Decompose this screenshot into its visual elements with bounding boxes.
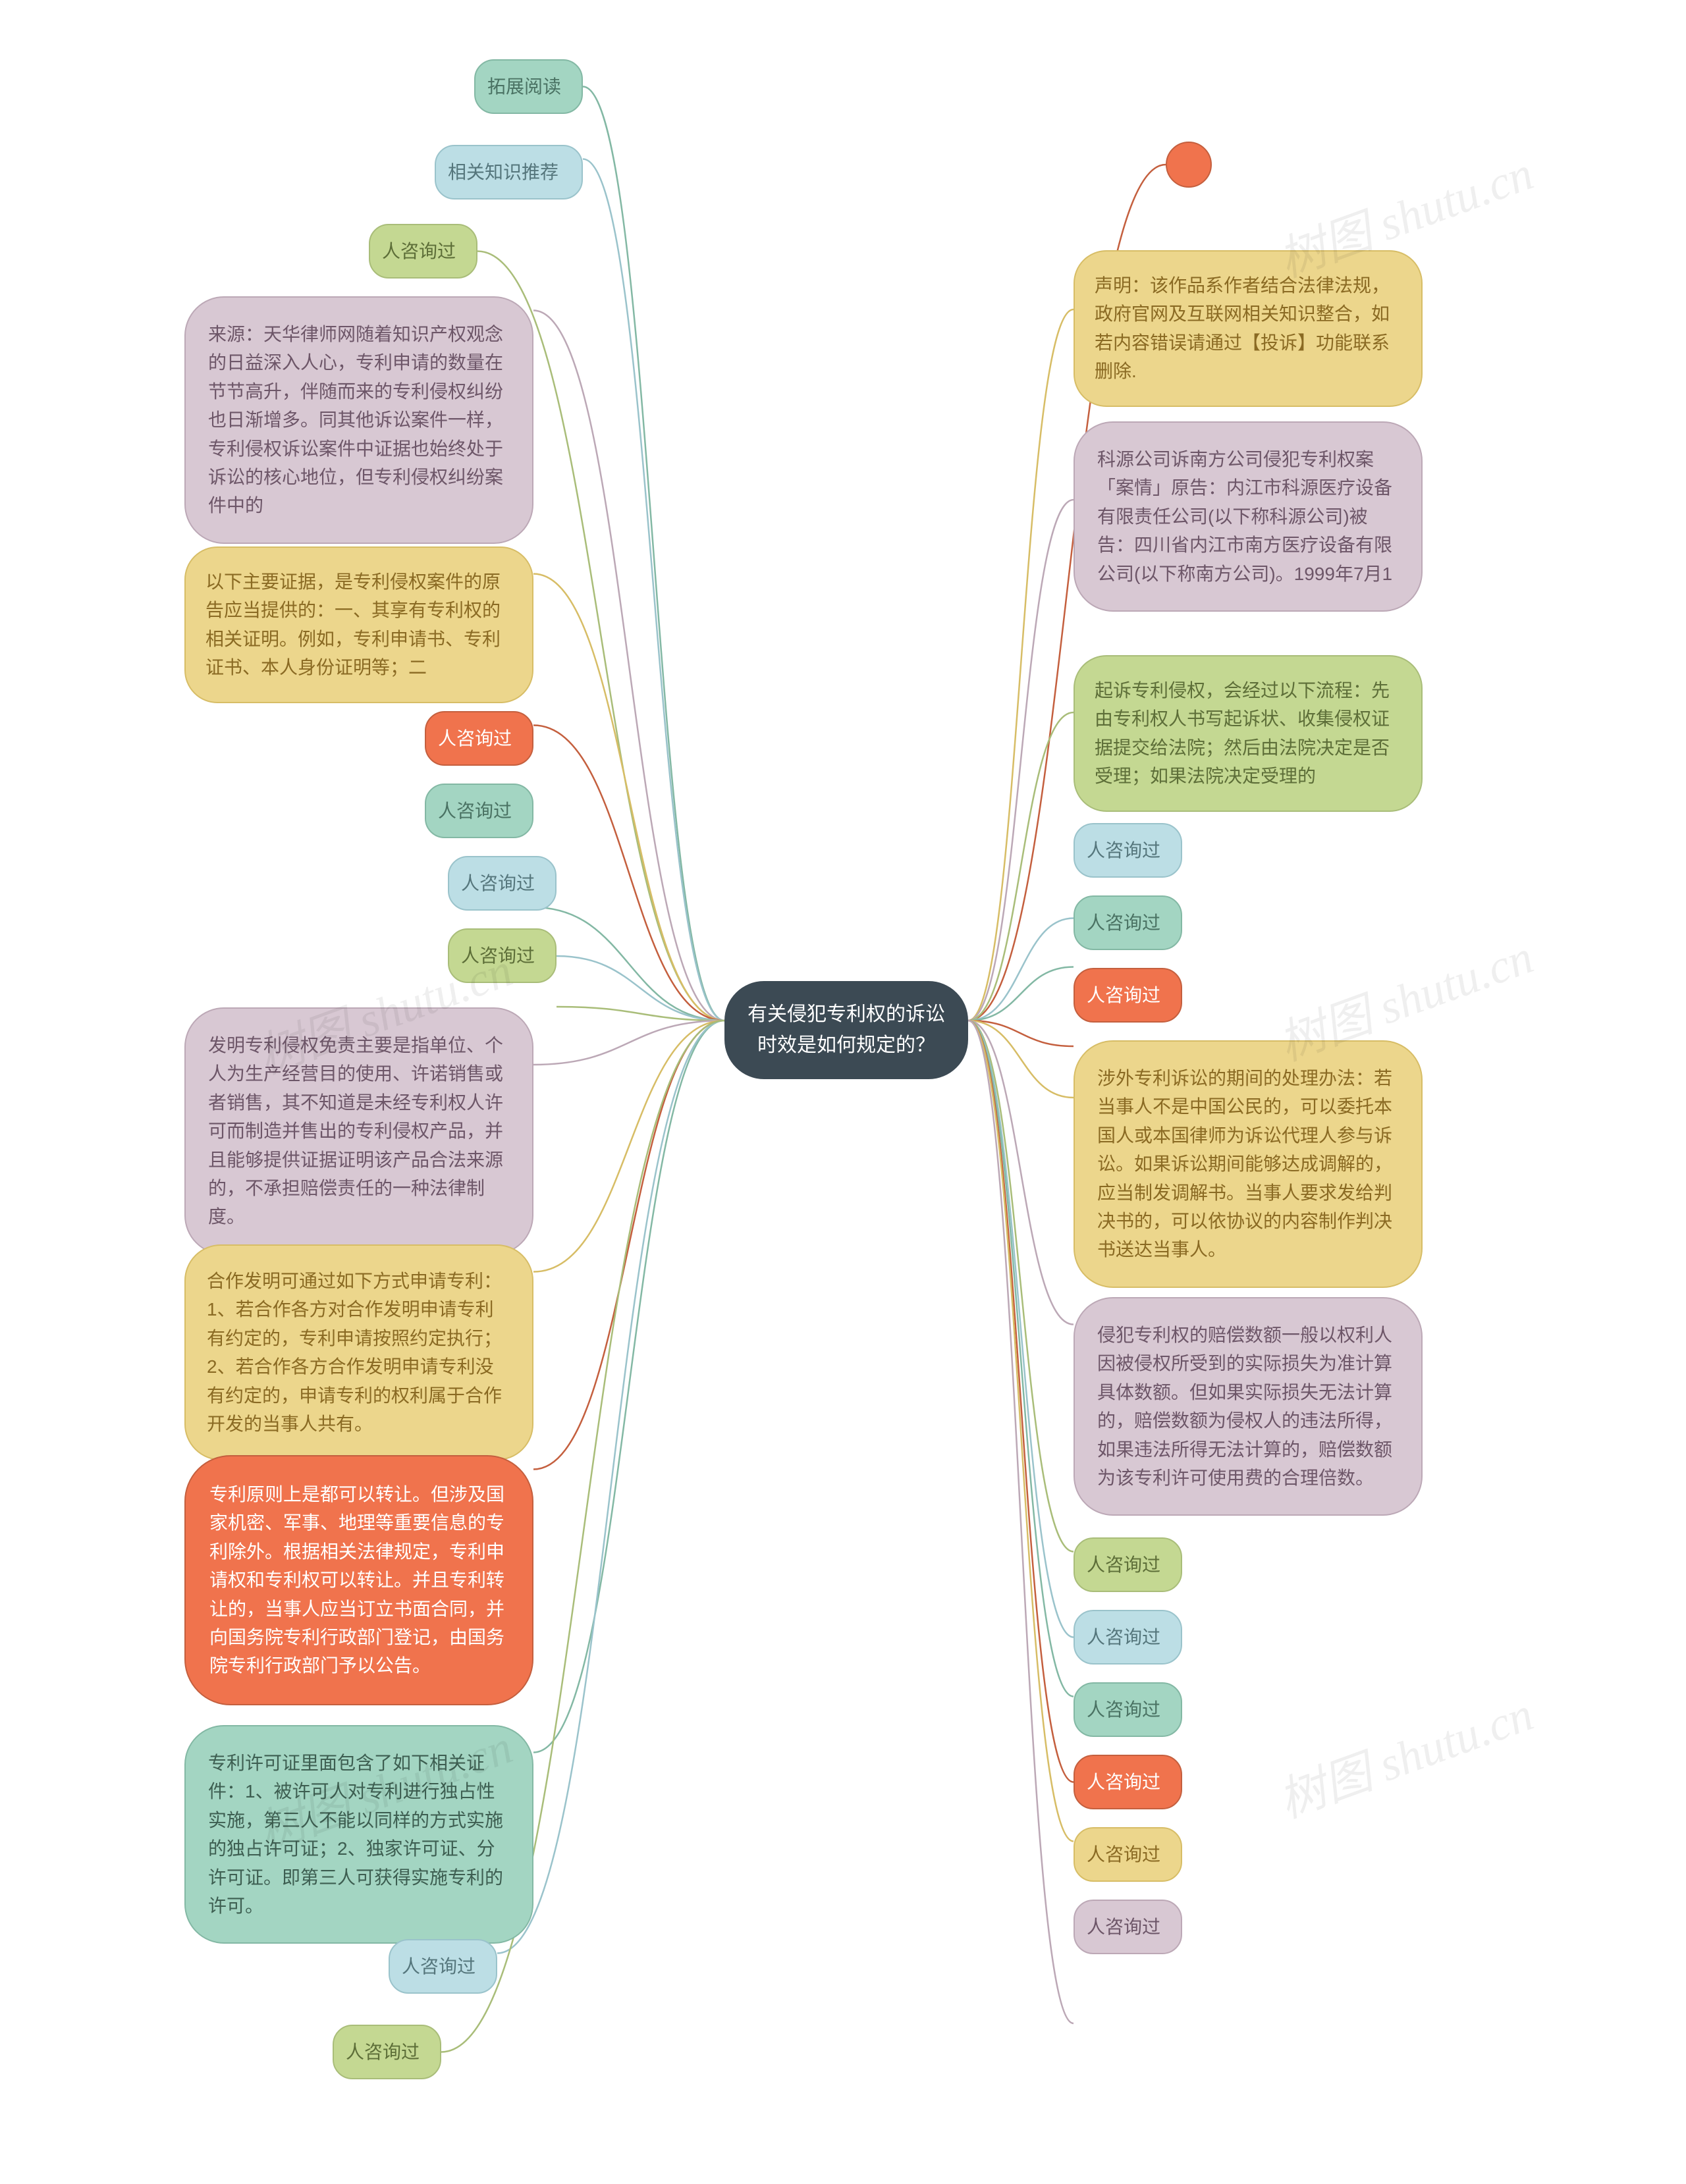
left-node-3: 来源：天华律师网随着知识产权观念的日益深入人心，专利申请的数量在节节高升，伴随而…	[184, 296, 533, 544]
connector	[557, 956, 724, 1021]
left-node-7-label: 人咨询过	[461, 869, 535, 897]
right-node-8-label: 侵犯专利权的赔偿数额一般以权利人因被侵权所受到的实际损失为准计算具体数额。但如果…	[1097, 1321, 1399, 1492]
connector	[968, 500, 1074, 1021]
right-node-12: 人咨询过	[1074, 1755, 1182, 1809]
connector	[968, 967, 1074, 1021]
connector	[583, 87, 724, 1021]
connector	[968, 1021, 1074, 1046]
left-node-0-label: 拓展阅读	[487, 72, 561, 101]
left-node-13: 人咨询过	[389, 1939, 497, 1994]
right-node-4-label: 人咨询过	[1087, 836, 1160, 865]
connector	[583, 159, 724, 1021]
center-topic-label: 有关侵犯专利权的诉讼时效是如何规定的？	[743, 999, 950, 1061]
right-node-9-label: 人咨询过	[1087, 1551, 1160, 1579]
left-node-2: 人咨询过	[369, 224, 477, 279]
left-node-14: 人咨询过	[333, 2025, 441, 2079]
left-node-1: 相关知识推荐	[435, 145, 583, 200]
left-node-9-label: 发明专利侵权免责主要是指单位、个人为生产经营目的使用、许诺销售或者销售，其不知道…	[208, 1031, 510, 1231]
right-node-10: 人咨询过	[1074, 1610, 1182, 1665]
mindmap-canvas: 有关侵犯专利权的诉讼时效是如何规定的？ 声明：该作品系作者结合法律法规，政府官网及…	[0, 0, 1686, 2184]
left-node-1-label: 相关知识推荐	[448, 158, 558, 186]
right-node-13: 人咨询过	[1074, 1827, 1182, 1882]
left-node-7: 人咨询过	[448, 856, 557, 911]
right-node-14: 人咨询过	[1074, 1900, 1182, 1954]
connector	[533, 1021, 724, 1272]
right-node-7: 涉外专利诉讼的期间的处理办法：若当事人不是中国公民的，可以委托本国人或本国律师为…	[1074, 1040, 1423, 1288]
connector	[968, 1021, 1074, 1098]
connector	[968, 1021, 1074, 1325]
right-node-4: 人咨询过	[1074, 823, 1182, 878]
connector	[533, 1021, 724, 1470]
right-node-6-label: 人咨询过	[1087, 981, 1160, 1009]
connector	[533, 907, 724, 1021]
connector	[968, 1021, 1074, 1552]
connector	[968, 1021, 1074, 2023]
right-node-12-label: 人咨询过	[1087, 1768, 1160, 1796]
connector	[968, 1021, 1074, 1842]
left-node-5: 人咨询过	[425, 711, 533, 766]
left-node-4: 以下主要证据，是专利侵权案件的原告应当提供的：一、其享有专利权的相关证明。例如，…	[184, 546, 533, 703]
right-node-1: 声明：该作品系作者结合法律法规，政府官网及互联网相关知识整合，如若内容错误请通过…	[1074, 250, 1423, 407]
right-node-11-label: 人咨询过	[1087, 1695, 1160, 1724]
right-node-9: 人咨询过	[1074, 1537, 1182, 1592]
right-node-8: 侵犯专利权的赔偿数额一般以权利人因被侵权所受到的实际损失为准计算具体数额。但如果…	[1074, 1297, 1423, 1516]
right-node-5-label: 人咨询过	[1087, 909, 1160, 937]
right-node-6: 人咨询过	[1074, 968, 1182, 1023]
right-node-13-label: 人咨询过	[1087, 1840, 1160, 1869]
connector	[968, 1021, 1074, 1782]
connector	[968, 309, 1074, 1021]
left-node-10-label: 合作发明可通过如下方式申请专利：1、若合作各方对合作发明申请专利有约定的，专利申…	[207, 1267, 511, 1438]
center-topic: 有关侵犯专利权的诉讼时效是如何规定的？	[724, 981, 968, 1079]
connector	[533, 1021, 724, 1065]
right-node-14-label: 人咨询过	[1087, 1913, 1160, 1941]
right-node-5: 人咨询过	[1074, 895, 1182, 950]
left-node-5-label: 人咨询过	[438, 724, 512, 753]
right-node-3: 起诉专利侵权，会经过以下流程：先由专利权人书写起诉状、收集侵权证据提交给法院；然…	[1074, 655, 1423, 812]
right-node-10-label: 人咨询过	[1087, 1623, 1160, 1651]
right-node-2-label: 科源公司诉南方公司侵犯专利权案「案情」原告：内江市科源医疗设备有限责任公司(以下…	[1097, 445, 1399, 588]
left-node-8-label: 人咨询过	[461, 942, 535, 970]
connector	[533, 574, 724, 1021]
left-node-14-label: 人咨询过	[346, 2038, 420, 2066]
connector	[968, 712, 1074, 1021]
connector	[557, 1007, 724, 1021]
left-node-12-label: 专利许可证里面包含了如下相关证件：1、被许可人对专利进行独占性实施，第三人不能以…	[208, 1749, 510, 1920]
left-node-13-label: 人咨询过	[402, 1952, 476, 1981]
right-node-2: 科源公司诉南方公司侵犯专利权案「案情」原告：内江市科源医疗设备有限责任公司(以下…	[1074, 421, 1423, 612]
connector	[968, 1021, 1074, 1697]
left-node-11-label: 专利原则上是都可以转让。但涉及国家机密、军事、地理等重要信息的专利除外。根据相关…	[209, 1480, 508, 1680]
left-node-11: 专利原则上是都可以转让。但涉及国家机密、军事、地理等重要信息的专利除外。根据相关…	[184, 1455, 533, 1705]
left-node-12: 专利许可证里面包含了如下相关证件：1、被许可人对专利进行独占性实施，第三人不能以…	[184, 1725, 533, 1944]
left-node-0: 拓展阅读	[474, 59, 583, 114]
left-node-2-label: 人咨询过	[382, 237, 456, 265]
connector	[533, 726, 724, 1021]
left-node-10: 合作发明可通过如下方式申请专利：1、若合作各方对合作发明申请专利有约定的，专利申…	[184, 1244, 533, 1460]
right-node-3-label: 起诉专利侵权，会经过以下流程：先由专利权人书写起诉状、收集侵权证据提交给法院；然…	[1095, 676, 1401, 791]
right-node-1-label: 声明：该作品系作者结合法律法规，政府官网及互联网相关知识整合，如若内容错误请通过…	[1095, 271, 1401, 386]
watermark: 树图 shutu.cn	[1267, 1675, 1541, 1831]
connector	[968, 919, 1074, 1021]
connector	[533, 311, 724, 1021]
connector	[968, 1021, 1074, 1638]
left-node-6-label: 人咨询过	[438, 797, 512, 825]
left-node-3-label: 来源：天华律师网随着知识产权观念的日益深入人心，专利申请的数量在节节高升，伴随而…	[208, 320, 510, 520]
right-node-0	[1166, 142, 1212, 188]
left-node-6: 人咨询过	[425, 784, 533, 838]
left-node-9: 发明专利侵权免责主要是指单位、个人为生产经营目的使用、许诺销售或者销售，其不知道…	[184, 1007, 533, 1255]
left-node-4-label: 以下主要证据，是专利侵权案件的原告应当提供的：一、其享有专利权的相关证明。例如，…	[205, 568, 512, 682]
right-node-11: 人咨询过	[1074, 1682, 1182, 1737]
left-node-8: 人咨询过	[448, 928, 557, 983]
right-node-7-label: 涉外专利诉讼的期间的处理办法：若当事人不是中国公民的，可以委托本国人或本国律师为…	[1097, 1064, 1399, 1264]
connector	[533, 1021, 724, 1753]
